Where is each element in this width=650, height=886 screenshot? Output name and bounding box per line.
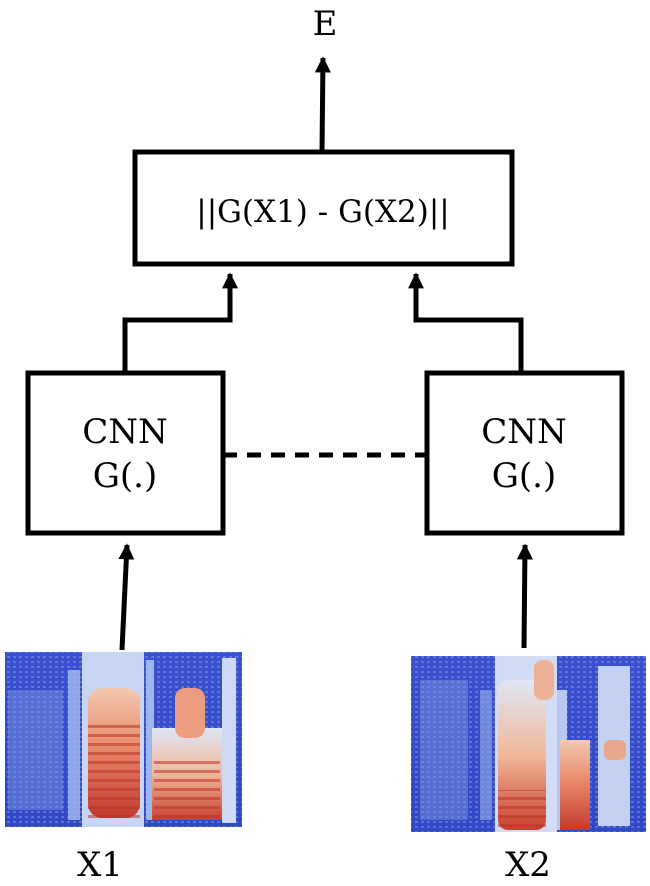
spectrogram-x2: [411, 656, 646, 832]
input-label-x1: X1: [77, 845, 123, 885]
input-label-x2: X2: [505, 845, 551, 885]
cnn-left-line1: CNN: [82, 412, 168, 452]
output-arrow: [314, 56, 331, 153]
input-arrow-left: [118, 543, 135, 651]
cnn-left-line2: G(.): [93, 456, 158, 496]
distance-formula: ||G(X1) - G(X2)||: [196, 194, 449, 230]
right-connector-arrow: [407, 272, 524, 373]
cnn-right-line1: CNN: [481, 412, 567, 452]
distance-box: ||G(X1) - G(X2)||: [132, 149, 515, 267]
left-connector-arrow: [122, 272, 239, 373]
cnn-right-box: CNN G(.): [424, 370, 625, 536]
input-arrow-right: [516, 543, 533, 649]
cnn-left-box: CNN G(.): [25, 370, 226, 536]
output-label: E: [313, 4, 338, 44]
spectrogram-x1: [5, 652, 242, 827]
cnn-right-line2: G(.): [492, 456, 557, 496]
